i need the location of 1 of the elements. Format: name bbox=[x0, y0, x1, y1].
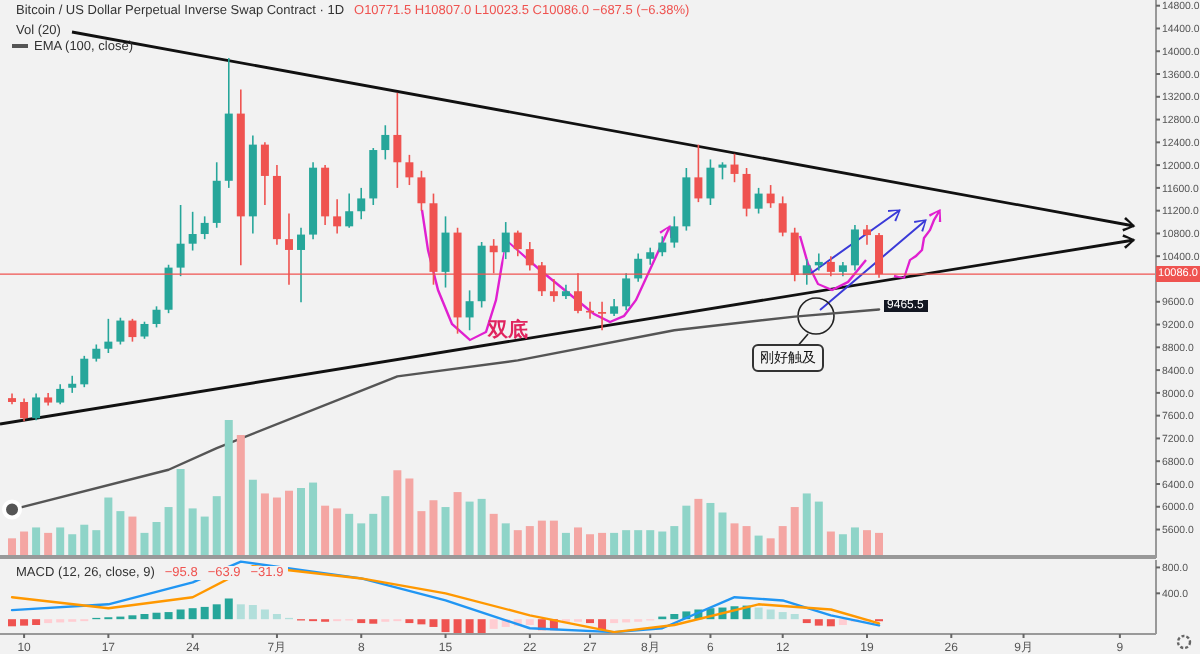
annotation: 双底 bbox=[488, 316, 528, 344]
